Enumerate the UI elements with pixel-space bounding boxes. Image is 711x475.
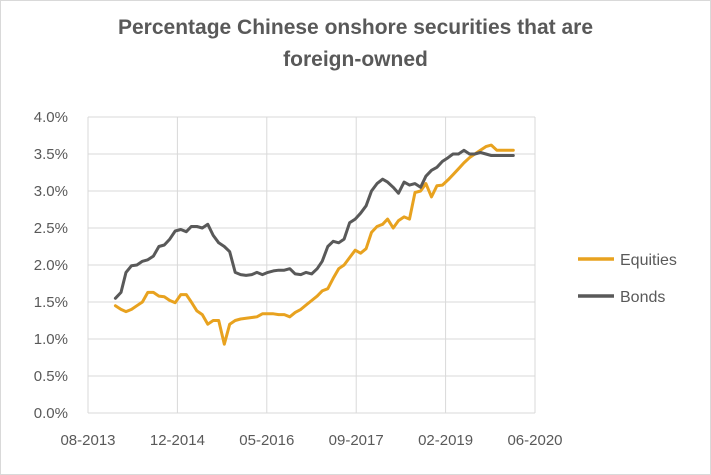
- y-tick-label: 0.0%: [34, 405, 68, 422]
- axes: 0.0% 0.5% 1.0% 1.5% 2.0% 2.5% 3.0% 3.5% 4.0% 08-2…: [34, 109, 563, 449]
- y-tick-label: 2.5%: [34, 220, 68, 237]
- chart-title-line-1: Percentage Chinese onshore securities th…: [117, 16, 593, 39]
- y-tick-label: 3.5%: [34, 146, 68, 163]
- x-tick-label: 09-2017: [329, 432, 384, 449]
- y-tick-label: 1.5%: [34, 294, 68, 311]
- y-tick-label: 1.0%: [34, 331, 68, 348]
- x-tick-label: 12-2014: [150, 432, 205, 449]
- x-tick-label: 02-2019: [418, 432, 473, 449]
- y-tick-label: 4.0%: [34, 109, 68, 126]
- series-line-bonds: [113, 148, 515, 300]
- series-line-equities: [113, 143, 515, 346]
- legend-label-bonds: Bonds: [620, 289, 665, 306]
- y-tick-label: 0.5%: [34, 368, 68, 385]
- legend-label-equities: Equities: [620, 252, 677, 269]
- x-tick-label: 08-2013: [60, 432, 115, 449]
- chart-title-line-2: foreign-owned: [283, 48, 428, 71]
- y-tick-label: 3.0%: [34, 183, 68, 200]
- legend: Equities Bonds: [578, 252, 677, 306]
- grid-lines: [87, 116, 536, 414]
- x-tick-label: 05-2016: [239, 432, 294, 449]
- y-tick-label: 2.0%: [34, 257, 68, 274]
- x-tick-label: 06-2020: [507, 432, 562, 449]
- chart-title: Percentage Chinese onshore securities th…: [0, 12, 711, 76]
- series-layer: [113, 143, 515, 346]
